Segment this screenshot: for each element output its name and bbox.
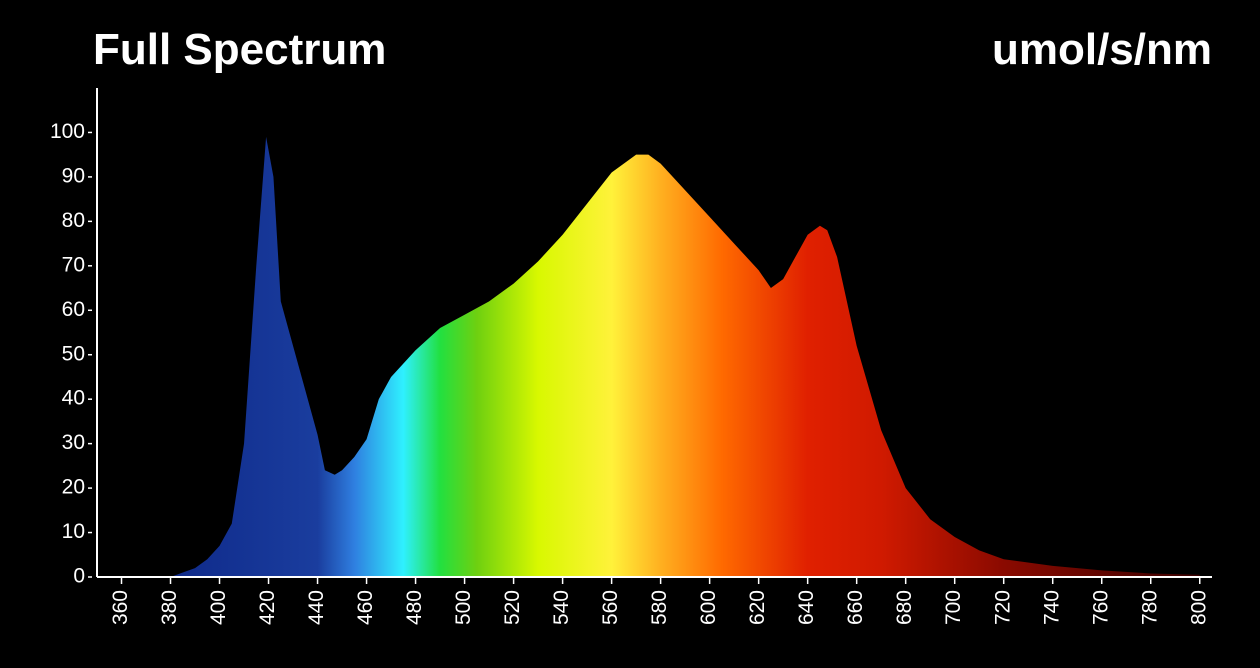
y-tick-label: 40: [62, 387, 85, 410]
x-tick-label: 460: [354, 590, 377, 625]
y-tick-label: 90: [62, 164, 85, 187]
y-tick-label: 20: [62, 476, 85, 499]
x-tick-label: 700: [942, 590, 965, 625]
x-tick-label: 620: [746, 590, 769, 625]
y-tick-label: 50: [62, 342, 85, 365]
x-tick-label: 780: [1138, 590, 1161, 625]
x-tick-label: 680: [893, 590, 916, 625]
x-tick-label: 540: [550, 590, 573, 625]
x-tick-label: 740: [1040, 590, 1063, 625]
x-tick-label: 480: [403, 590, 426, 625]
x-tick-label: 520: [501, 590, 524, 625]
x-tick-label: 720: [991, 590, 1014, 625]
spectrum-area: [97, 136, 1200, 577]
y-tick-label: 80: [62, 209, 85, 232]
x-tick-label: 760: [1089, 590, 1112, 625]
y-tick-label: 0: [73, 565, 85, 588]
x-tick-label: 580: [648, 590, 671, 625]
x-tick-label: 660: [844, 590, 867, 625]
x-tick-label: 440: [305, 590, 328, 625]
unit-label: umol/s/nm: [992, 25, 1212, 74]
x-tick-label: 500: [452, 590, 475, 625]
x-tick-label: 420: [256, 590, 279, 625]
x-tick-label: 400: [207, 590, 230, 625]
x-tick-label: 640: [795, 590, 818, 625]
x-tick-label: 560: [599, 590, 622, 625]
x-tick-label: 380: [158, 590, 181, 625]
x-tick-label: 360: [109, 590, 132, 625]
x-tick-label: 800: [1187, 590, 1210, 625]
x-tick-label: 600: [697, 590, 720, 625]
y-tick-label: 30: [62, 431, 85, 454]
y-tick-label: 100: [50, 120, 85, 143]
chart-title: Full Spectrum: [93, 25, 386, 74]
y-tick-label: 70: [62, 253, 85, 276]
y-tick-label: 60: [62, 298, 85, 321]
y-tick-label: 10: [62, 520, 85, 543]
